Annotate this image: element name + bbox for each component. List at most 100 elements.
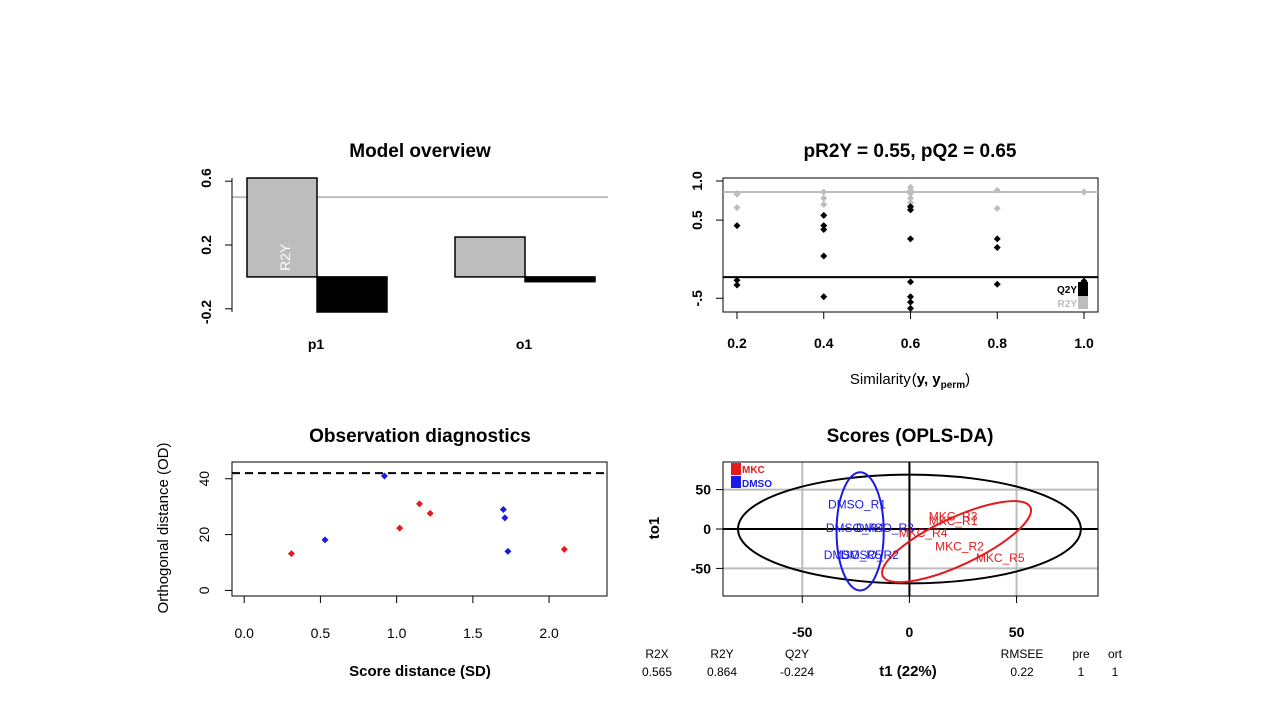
- q2y-permutation-point: [733, 281, 741, 289]
- score-label-dmso: DMSO_R4: [826, 521, 884, 535]
- diagnostics-panel: Observation diagnostics 0.0 0.5 1.0 1.5 2.0 0…: [155, 426, 608, 680]
- scores-plot-box: [722, 461, 1099, 597]
- diagnostics-xtick-label: 1.0: [387, 625, 407, 641]
- q2y-permutation-point: [907, 304, 914, 312]
- q2y-permutation-point: [820, 225, 828, 233]
- scores-ytick-label: 50: [695, 482, 711, 498]
- diagnostics-point-dmso: [504, 547, 512, 555]
- scores-xtick-label: -50: [792, 624, 812, 640]
- scores-panel: Scores (OPLS-DA) MKC_R1MKC_R3MKC_R4MKC_R…: [642, 426, 1123, 680]
- r2y-permutation-point: [907, 194, 914, 202]
- permutation-xtick-label: 1.0: [1074, 335, 1094, 351]
- overview-bar-q2y: [316, 276, 388, 313]
- diagnostics-ytick-label: 20: [196, 527, 212, 543]
- diagnostics-xtick-label: 0.5: [311, 625, 331, 641]
- dmso-legend-label: DMSO: [742, 479, 772, 490]
- diagnostics-point-mkc: [287, 550, 295, 558]
- summary-value-pre: 1: [1078, 665, 1085, 679]
- q2y-permutation-point: [907, 293, 914, 301]
- diagnostics-point-dmso: [380, 472, 388, 480]
- diagnostics-point-mkc: [396, 524, 404, 532]
- summary-header-r2x: R2X: [645, 647, 668, 661]
- dmso-legend-swatch: [731, 476, 741, 488]
- score-label-mkc: MKC_R5: [976, 551, 1025, 565]
- summary-header-pre: pre: [1072, 647, 1090, 661]
- r2y-permutation-point: [993, 204, 1001, 212]
- overview-ytick-label: 0.6: [198, 168, 214, 188]
- diagnostics-x-axis-title: Score distance (SD): [349, 663, 491, 680]
- r2y-permutation-point: [733, 204, 741, 212]
- score-label-mkc: MKC_R4: [899, 526, 948, 540]
- r2y-legend-label: R2Y: [1058, 299, 1078, 310]
- diagnostics-y-axis-title: Orthogonal distance (OD): [155, 443, 172, 614]
- permutation-ytick-label: -.5: [689, 290, 705, 307]
- q2y-permutation-point: [993, 243, 1001, 251]
- permutation-title: pR2Y = 0.55, pQ2 = 0.65: [804, 141, 1017, 162]
- q2y-permutation-point: [907, 298, 914, 306]
- overview-title: Model overview: [349, 141, 491, 162]
- summary-value-q2y: -0.224: [780, 665, 814, 679]
- q2y-permutation-point: [820, 293, 828, 301]
- x-axis-title-args: y, y: [917, 371, 942, 388]
- summary-value-r2x: 0.565: [642, 665, 672, 679]
- q2y-permutation-point: [733, 222, 741, 230]
- diagnostics-title: Observation diagnostics: [309, 426, 531, 447]
- r2y-permutation-point: [733, 190, 741, 198]
- score-label-dmso: DMSO_R5: [824, 548, 882, 562]
- mkc-ellipse: [881, 500, 1033, 584]
- score-label-dmso: DMSO_R2: [841, 548, 899, 562]
- diagnostics-point-mkc: [560, 545, 568, 553]
- summary-header-q2y: Q2Y: [785, 647, 809, 661]
- scores-xtick-label: 0: [906, 624, 914, 640]
- diagnostics-xtick-label: 0.0: [234, 625, 254, 641]
- summary-value-rmsee: 0.22: [1010, 665, 1034, 679]
- diagnostics-point-dmso: [499, 505, 507, 513]
- permutation-ytick-label: 0.5: [689, 210, 705, 230]
- diagnostics-point-mkc: [416, 500, 423, 508]
- score-label-mkc: MKC_R2: [935, 539, 984, 553]
- permutation-ytick-label: 1.0: [689, 171, 705, 191]
- diagnostics-point-dmso: [321, 536, 329, 544]
- permutation-xtick-label: 0.2: [727, 335, 747, 351]
- scores-x-axis-title: t1 (22%): [879, 663, 937, 680]
- model-overview-panel: Model overview R2Y -0.2 0.2 0.6 p1 o1: [198, 141, 608, 352]
- summary-value-r2y: 0.864: [707, 665, 737, 679]
- permutation-x-axis-title: Similarity(y, yperm): [850, 371, 970, 391]
- permutation-panel: pR2Y = 0.55, pQ2 = 0.65 0.2 0.4 0.6 0.8 1.0 -…: [689, 141, 1099, 391]
- overview-bar-r2y: [454, 236, 526, 278]
- overview-bar-label: R2Y: [277, 243, 293, 271]
- q2y-permutation-point: [820, 252, 828, 260]
- summary-header-rmsee: RMSEE: [1001, 647, 1044, 661]
- r2y-permutation-point: [820, 188, 828, 196]
- mkc-legend-label: MKC: [742, 465, 765, 476]
- overview-bar-q2y: [524, 276, 596, 283]
- r2y-permutation-point: [820, 194, 828, 202]
- r2y-permutation-point: [993, 186, 1001, 194]
- score-label-dmso: DMSO_R3: [856, 521, 914, 535]
- q2y-permutation-point: [820, 211, 828, 219]
- q2y-permutation-point: [820, 222, 828, 230]
- permutation-xtick-label: 0.8: [988, 335, 1008, 351]
- overview-ytick-label: -0.2: [198, 300, 214, 324]
- diagnostics-ytick-label: 0: [196, 586, 212, 594]
- q2y-permutation-point: [907, 235, 914, 243]
- scores-xtick-label: 50: [1009, 624, 1025, 640]
- mkc-legend-swatch: [731, 463, 741, 475]
- q2y-permutation-point: [907, 206, 914, 214]
- overview-ytick-label: 0.2: [198, 235, 214, 255]
- r2y-permutation-point: [1080, 188, 1088, 196]
- hotelling-ellipse: [737, 473, 1082, 585]
- score-label-mkc: MKC_R1: [929, 514, 978, 528]
- q2y-legend-swatch: [1078, 282, 1088, 296]
- q2y-permutation-point: [993, 235, 1001, 243]
- score-label-mkc: MKC_R3: [929, 509, 978, 523]
- x-axis-title-subscript: perm: [941, 380, 966, 391]
- overview-category-label: o1: [516, 336, 533, 352]
- diagnostics-xtick-label: 1.5: [463, 625, 483, 641]
- overview-bar-r2y: [246, 177, 318, 278]
- diagnostics-ytick-label: 40: [196, 471, 212, 487]
- summary-header-ort: ort: [1108, 647, 1123, 661]
- diagnostics-point-dmso: [501, 514, 509, 522]
- permutation-xtick-label: 0.4: [814, 335, 834, 351]
